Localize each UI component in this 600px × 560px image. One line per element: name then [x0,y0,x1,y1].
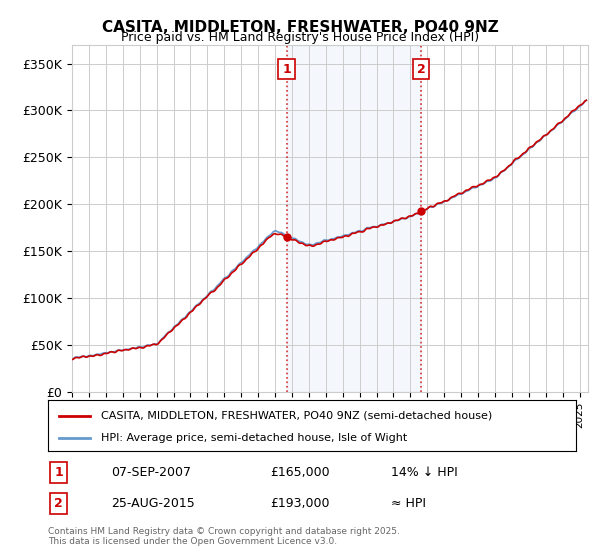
Text: Contains HM Land Registry data © Crown copyright and database right 2025.
This d: Contains HM Land Registry data © Crown c… [48,526,400,546]
Text: Price paid vs. HM Land Registry's House Price Index (HPI): Price paid vs. HM Land Registry's House … [121,31,479,44]
Text: 07-SEP-2007: 07-SEP-2007 [112,466,191,479]
Text: 1: 1 [282,63,291,76]
Text: HPI: Average price, semi-detached house, Isle of Wight: HPI: Average price, semi-detached house,… [101,433,407,443]
Text: CASITA, MIDDLETON, FRESHWATER, PO40 9NZ: CASITA, MIDDLETON, FRESHWATER, PO40 9NZ [101,20,499,35]
Text: CASITA, MIDDLETON, FRESHWATER, PO40 9NZ (semi-detached house): CASITA, MIDDLETON, FRESHWATER, PO40 9NZ … [101,410,492,421]
Text: 25-AUG-2015: 25-AUG-2015 [112,497,195,510]
Text: 2: 2 [417,63,426,76]
Text: £193,000: £193,000 [270,497,329,510]
Text: £165,000: £165,000 [270,466,329,479]
Text: 2: 2 [54,497,63,510]
Text: 14% ↓ HPI: 14% ↓ HPI [391,466,458,479]
Text: 1: 1 [54,466,63,479]
Bar [287,45,421,392]
Text: ≈ HPI: ≈ HPI [391,497,426,510]
